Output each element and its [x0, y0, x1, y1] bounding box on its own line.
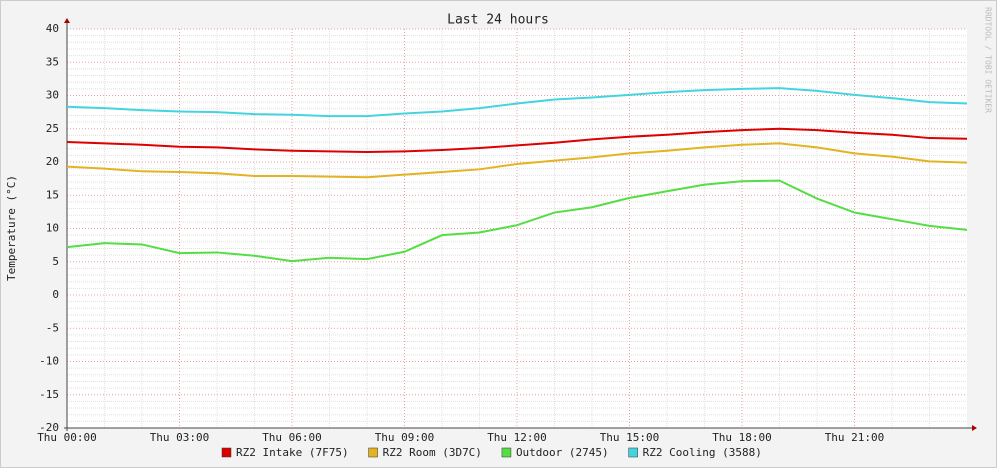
x-tick-label: Thu 12:00 [487, 431, 547, 444]
y-tick-label: 20 [46, 155, 59, 168]
y-tick-label: 30 [46, 89, 59, 102]
y-tick-label: 10 [46, 222, 59, 235]
y-tick-label: 5 [52, 255, 59, 268]
x-tick-label: Thu 00:00 [37, 431, 97, 444]
y-tick-label: 35 [46, 55, 59, 68]
x-tick-label: Thu 21:00 [825, 431, 885, 444]
x-tick-label: Thu 06:00 [262, 431, 322, 444]
legend-label: RZ2 Room (3D7C) [383, 446, 482, 459]
series-line [66, 127, 968, 154]
y-tick-label: -20 [39, 421, 59, 434]
chart-title: Last 24 hours [447, 13, 549, 28]
y-tick-label: 15 [46, 188, 59, 201]
legend-label: RZ2 Intake (7F75) [236, 446, 349, 459]
y-tick-label: -5 [46, 321, 59, 334]
x-tick-label: Thu 15:00 [600, 431, 660, 444]
axis-arrow [972, 425, 977, 431]
legend-swatch [368, 447, 378, 458]
axis-arrow [64, 18, 70, 23]
y-tick-label: 25 [46, 122, 59, 135]
y-tick-label: -10 [39, 355, 59, 368]
x-tick-label: Thu 09:00 [375, 431, 435, 444]
y-tick-label: 0 [52, 288, 59, 301]
watermark: RRDTOOL / TOBI OETIKER [984, 7, 993, 113]
series-line [66, 179, 968, 263]
series-line [66, 142, 968, 179]
legend-label: RZ2 Cooling (3588) [643, 446, 762, 459]
legend-swatch [221, 447, 232, 458]
x-tick-label: Thu 18:00 [712, 431, 772, 444]
x-tick-label: Thu 03:00 [150, 431, 210, 444]
y-tick-label: 40 [46, 22, 59, 35]
y-tick-label: -15 [39, 388, 59, 401]
legend-swatch [501, 447, 512, 458]
series-line [66, 87, 968, 118]
legend-label: Outdoor (2745) [516, 446, 609, 459]
y-axis-label: Temperature (°C) [5, 175, 18, 281]
legend-swatch [628, 447, 638, 458]
